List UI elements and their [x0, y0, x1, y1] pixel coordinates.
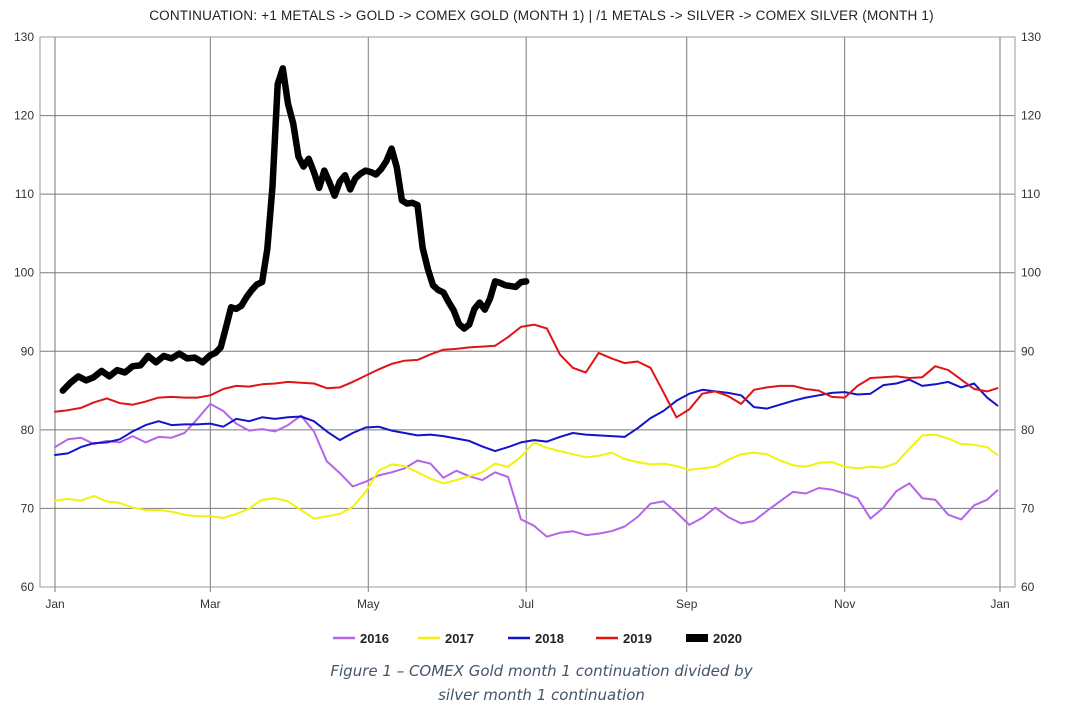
legend-label-2020: 2020: [713, 631, 742, 646]
legend-label-2016: 2016: [360, 631, 389, 646]
legend-label-2017: 2017: [445, 631, 474, 646]
y-tick-label-right: 110: [1021, 187, 1040, 201]
y-tick-label-right: 60: [1021, 580, 1035, 594]
y-tick-label-left: 100: [14, 266, 34, 280]
x-tick-label: Sep: [676, 597, 698, 611]
y-tick-label-left: 70: [21, 501, 35, 515]
y-tick-label-left: 90: [21, 344, 35, 358]
y-tick-label-right: 90: [1021, 344, 1035, 358]
x-tick-label: Jan: [45, 597, 64, 611]
x-tick-label: Jul: [519, 597, 534, 611]
plot-border: [39, 36, 1016, 588]
y-tick-label-right: 80: [1021, 423, 1035, 437]
figure-caption: Figure 1 – COMEX Gold month 1 continuati…: [0, 659, 1083, 707]
y-tick-label-left: 110: [15, 187, 34, 201]
y-tick-label-right: 130: [1021, 30, 1041, 44]
series-line-2018: [54, 378, 999, 456]
y-tick-label-right: 100: [1021, 266, 1041, 280]
series-layer: [54, 65, 999, 538]
caption-line-2: silver month 1 continuation: [438, 686, 645, 704]
x-tick-label: Nov: [834, 597, 855, 611]
legend-label-2019: 2019: [623, 631, 652, 646]
legend-swatch-2020: [686, 634, 708, 642]
series-line-2016: [54, 402, 999, 538]
y-tick-label-left: 80: [21, 423, 35, 437]
x-tick-label: May: [357, 597, 380, 611]
tick-labels: 60 60 70 70 80 80 90 90 100 100 110 110 120 120 130 130…: [14, 30, 1041, 611]
y-tick-label-left: 130: [14, 30, 34, 44]
y-tick-label-right: 120: [1021, 109, 1041, 123]
caption-line-1: Figure 1 – COMEX Gold month 1 continuati…: [330, 662, 753, 680]
series-line-2020: [59, 65, 530, 394]
series-line-2019: [54, 323, 999, 419]
series-line-2017: [54, 433, 999, 520]
y-tick-label-right: 70: [1021, 501, 1035, 515]
x-tick-label: Jan: [990, 597, 1009, 611]
legend-label-2018: 2018: [535, 631, 564, 646]
chart: 60 60 70 70 80 80 90 90 100 100 110 110 120 120 130 130…: [14, 30, 1041, 646]
plot-area: [40, 37, 1015, 587]
y-tick-label-left: 120: [14, 109, 34, 123]
legend: 2016 2017 2018 2019 2020: [333, 631, 742, 646]
y-tick-label-left: 60: [21, 580, 35, 594]
x-tick-label: Mar: [200, 597, 221, 611]
chart-title: CONTINUATION: +1 METALS -> GOLD -> COMEX…: [149, 8, 934, 23]
